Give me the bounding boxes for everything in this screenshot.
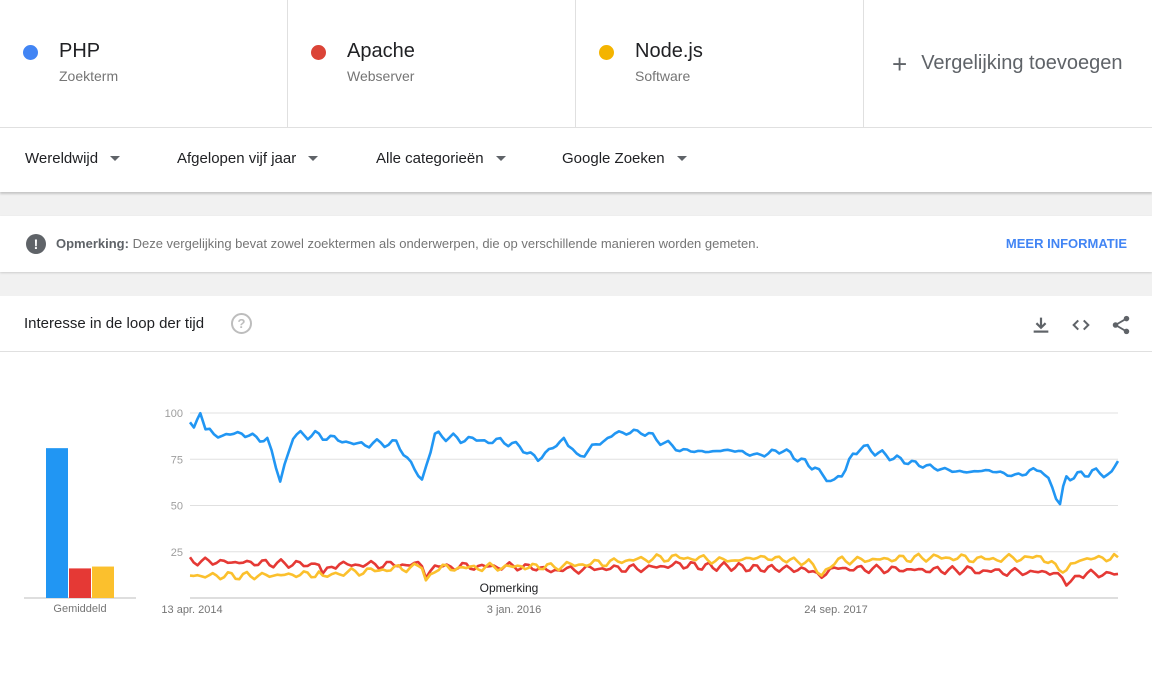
average-bar-nodejs xyxy=(92,566,114,598)
alert-icon: ! xyxy=(26,234,46,254)
y-tick-label: 100 xyxy=(165,408,183,420)
card-header: Interesse in de loop der tijd ? xyxy=(0,296,1152,352)
series-line-nodejs xyxy=(189,552,1119,582)
share-icon[interactable] xyxy=(1110,314,1132,336)
caret-down-icon xyxy=(308,156,319,161)
term-color-dot xyxy=(599,45,614,60)
source-label: Google Zoeken xyxy=(562,150,665,167)
filter-bar: Wereldwijd Afgelopen vijf jaar Alle cate… xyxy=(0,128,1152,192)
average-bar-php xyxy=(46,448,68,598)
term-name: Apache xyxy=(347,40,415,62)
term-color-dot xyxy=(311,45,326,60)
y-tick-label: 25 xyxy=(171,547,183,559)
y-tick-label: 50 xyxy=(171,501,183,513)
add-comparison-button[interactable]: + Vergelijking toevoegen xyxy=(864,0,1152,127)
x-tick-label: 13 apr. 2014 xyxy=(161,604,222,616)
term-type: Software xyxy=(635,68,691,84)
note-body: Deze vergelijking bevat zowel zoektermen… xyxy=(128,236,760,251)
add-comparison-label: Vergelijking toevoegen xyxy=(921,52,1123,74)
category-dropdown[interactable]: Alle categorieën xyxy=(376,150,506,167)
series-line-apache xyxy=(188,556,1119,587)
help-icon[interactable]: ? xyxy=(231,313,252,334)
x-tick-label: 24 sep. 2017 xyxy=(804,604,868,616)
term-name: Node.js xyxy=(635,40,703,62)
annotation-label: Opmerking xyxy=(480,581,539,595)
caret-down-icon xyxy=(495,156,506,161)
term-type: Webserver xyxy=(347,68,415,84)
plus-icon: + xyxy=(892,48,908,79)
source-dropdown[interactable]: Google Zoeken xyxy=(562,150,687,167)
caret-down-icon xyxy=(110,156,121,161)
series-line-php xyxy=(188,411,1120,506)
note-label: Opmerking: xyxy=(56,236,129,251)
x-tick-label: 3 jan. 2016 xyxy=(487,604,541,616)
term-name: PHP xyxy=(59,40,101,62)
average-bar-apache xyxy=(69,568,91,598)
y-tick-label: 75 xyxy=(171,454,183,466)
period-dropdown[interactable]: Afgelopen vijf jaar xyxy=(177,150,319,167)
note-banner: ! Opmerking: Deze vergelijking bevat zow… xyxy=(0,216,1152,272)
term-card-php[interactable]: PHP Zoekterm xyxy=(0,0,288,128)
term-type: Zoekterm xyxy=(59,68,119,84)
term-card-apache[interactable]: Apache Webserver xyxy=(288,0,576,128)
interest-over-time-card: Interesse in de loop der tijd ? 100 75 50 2… xyxy=(0,296,1152,688)
period-label: Afgelopen vijf jaar xyxy=(177,150,297,167)
note-text: Opmerking: Deze vergelijking bevat zowel… xyxy=(56,236,759,251)
term-card-nodejs[interactable]: Node.js Software xyxy=(576,0,864,128)
embed-icon[interactable] xyxy=(1070,314,1092,336)
comparison-terms-bar: PHP Zoekterm Apache Webserver Node.js So… xyxy=(0,0,1152,128)
download-icon[interactable] xyxy=(1030,314,1052,336)
term-color-dot xyxy=(23,45,38,60)
interest-chart: 100 75 50 25 13 apr. 2014 3 jan. 2016 24 sep. … xyxy=(24,408,1120,616)
average-label: Gemiddeld xyxy=(53,603,106,615)
region-dropdown[interactable]: Wereldwijd xyxy=(25,150,121,167)
category-label: Alle categorieën xyxy=(376,150,484,167)
more-info-link[interactable]: MEER INFORMATIE xyxy=(1005,236,1127,251)
region-label: Wereldwijd xyxy=(25,150,99,167)
card-title: Interesse in de loop der tijd xyxy=(24,315,205,332)
caret-down-icon xyxy=(676,156,687,161)
